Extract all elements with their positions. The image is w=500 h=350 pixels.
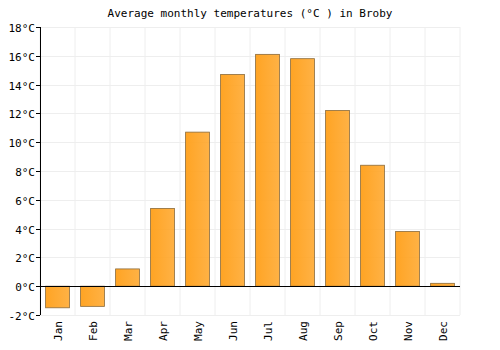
x-tick-label: Apr bbox=[157, 321, 170, 341]
grid-line bbox=[40, 142, 460, 143]
y-tick bbox=[36, 113, 40, 114]
y-tick bbox=[36, 257, 40, 258]
grid-line bbox=[40, 286, 460, 287]
y-tick bbox=[36, 200, 40, 201]
bar bbox=[81, 286, 105, 306]
grid-line bbox=[40, 113, 460, 114]
bar bbox=[396, 231, 420, 286]
bar bbox=[221, 75, 245, 287]
y-tick-label: 14°C bbox=[9, 80, 36, 93]
bars bbox=[46, 54, 455, 307]
grid-line bbox=[40, 27, 460, 28]
x-tick-label: May bbox=[192, 321, 205, 341]
x-tick-label: Jul bbox=[262, 321, 275, 341]
x-tick-label: Oct bbox=[367, 321, 380, 341]
y-tick-label: -2°C bbox=[9, 310, 36, 323]
x-tick-label: Sep bbox=[332, 321, 345, 341]
y-tick-label: 8°C bbox=[15, 166, 35, 179]
y-tick bbox=[36, 85, 40, 86]
y-tick-label: 12°C bbox=[9, 108, 36, 121]
x-tick-label: Mar bbox=[122, 321, 135, 341]
grid-line bbox=[40, 171, 460, 172]
chart-svg: Average monthly temperatures (°C ) in Br… bbox=[0, 0, 500, 350]
x-tick-label: Aug bbox=[297, 321, 310, 341]
bar bbox=[256, 54, 280, 286]
x-tick-label: Dec bbox=[437, 321, 450, 341]
zero-line bbox=[40, 286, 460, 287]
bar bbox=[116, 269, 140, 286]
grid-line bbox=[40, 85, 460, 86]
bar bbox=[291, 59, 315, 287]
bar bbox=[326, 111, 350, 287]
y-tick bbox=[36, 27, 40, 28]
y-tick bbox=[36, 229, 40, 230]
y-tick-label: 6°C bbox=[15, 195, 35, 208]
x-tick-label: Jan bbox=[52, 321, 65, 341]
chart-container: Average monthly temperatures (°C ) in Br… bbox=[0, 0, 500, 350]
bar bbox=[361, 165, 385, 286]
grid-line bbox=[40, 200, 460, 201]
y-tick bbox=[36, 286, 40, 287]
grid-line bbox=[40, 315, 460, 316]
bar bbox=[431, 283, 455, 286]
y-axis bbox=[40, 27, 41, 315]
x-tick-label: Jun bbox=[227, 321, 240, 341]
x-tick-label: Nov bbox=[402, 321, 415, 341]
y-tick bbox=[36, 56, 40, 57]
grid-line bbox=[40, 56, 460, 57]
y-tick-label: 2°C bbox=[15, 252, 35, 265]
grid-line bbox=[40, 229, 460, 230]
y-tick-label: 4°C bbox=[15, 224, 35, 237]
y-tick-label: 0°C bbox=[15, 281, 35, 294]
y-tick bbox=[36, 142, 40, 143]
bar bbox=[186, 132, 210, 286]
y-tick bbox=[36, 315, 40, 316]
x-tick-label: Feb bbox=[87, 321, 100, 341]
y-tick bbox=[36, 171, 40, 172]
y-tick-label: 18°C bbox=[9, 22, 36, 35]
title: Average monthly temperatures (°C ) in Br… bbox=[108, 7, 393, 20]
y-tick-label: 10°C bbox=[9, 137, 36, 150]
y-tick-label: 16°C bbox=[9, 51, 36, 64]
bar bbox=[151, 208, 175, 286]
bar bbox=[46, 286, 70, 308]
